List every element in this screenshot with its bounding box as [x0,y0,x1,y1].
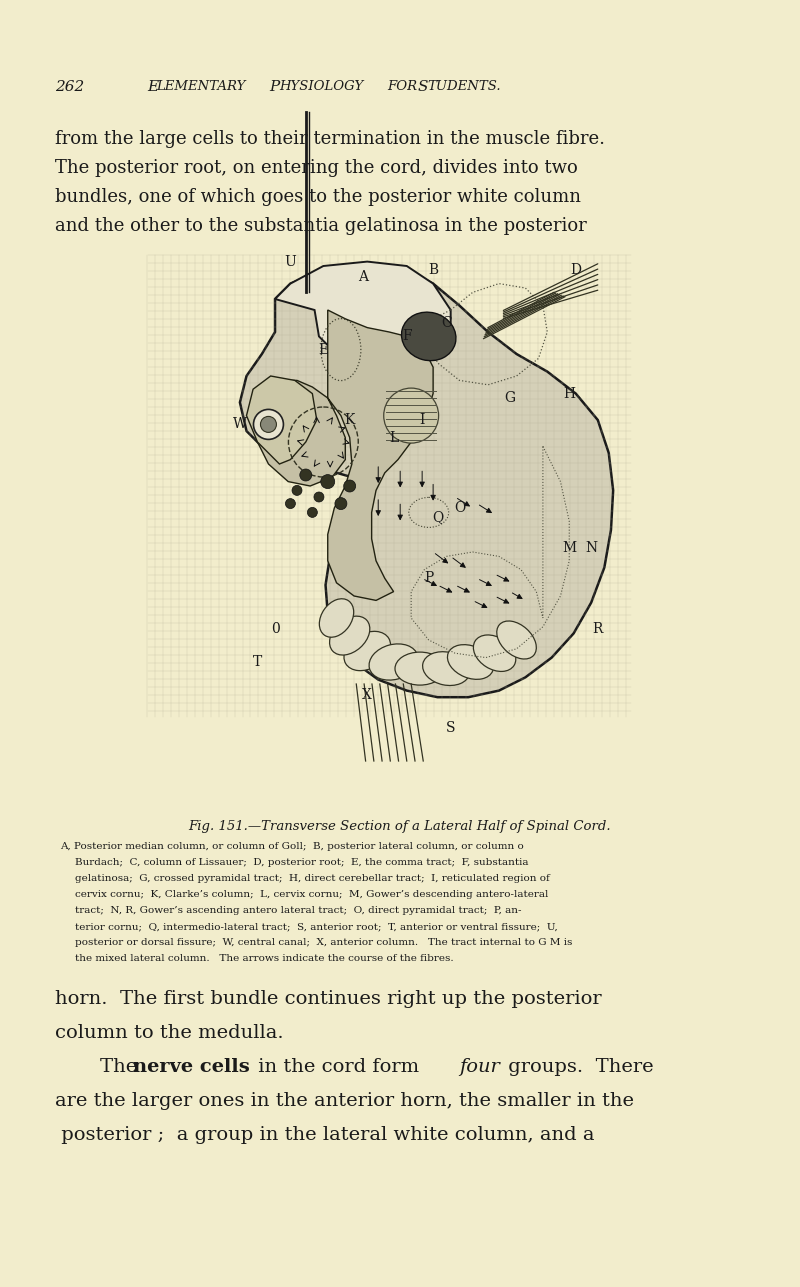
Text: A: A [358,270,368,284]
Circle shape [344,480,356,492]
Text: cervix cornu;  K, Clarke’s column;  L, cervix cornu;  M, Gower’s descending ante: cervix cornu; K, Clarke’s column; L, cer… [75,891,548,900]
Text: H: H [563,386,575,400]
Ellipse shape [369,644,418,680]
Polygon shape [258,310,433,601]
Text: from the large cells to their termination in the muscle fibre.: from the large cells to their terminatio… [55,130,605,148]
Text: gelatinosa;  G, crossed pyramidal tract;  H, direct cerebellar tract;  I, reticu: gelatinosa; G, crossed pyramidal tract; … [75,874,550,883]
Text: N: N [585,541,598,555]
Text: the mixed lateral column.   The arrows indicate the course of the fibres.: the mixed lateral column. The arrows ind… [75,954,454,963]
Text: tract;  N, R, Gower’s ascending antero lateral tract;  O, direct pyramidal tract: tract; N, R, Gower’s ascending antero la… [75,906,522,915]
Text: W: W [233,417,247,431]
Text: Burdach;  C, column of Lissauer;  D, posterior root;  E, the comma tract;  F, su: Burdach; C, column of Lissauer; D, poste… [75,858,528,867]
Text: S: S [417,80,428,94]
Text: E: E [318,342,329,356]
Text: F: F [402,329,411,344]
Text: posterior or dorsal fissure;  W, central canal;  X, anterior column.   The tract: posterior or dorsal fissure; W, central … [75,938,572,947]
Text: HYSIOLOGY: HYSIOLOGY [279,80,364,93]
Polygon shape [246,376,317,465]
Text: I: I [419,413,425,427]
Text: FOR: FOR [387,80,418,93]
Text: M: M [562,541,576,555]
Text: S: S [446,721,455,735]
Text: C: C [441,317,452,331]
Circle shape [300,468,312,481]
Text: P: P [270,80,280,94]
Text: L: L [389,431,398,444]
Text: are the larger ones in the anterior horn, the smaller in the: are the larger ones in the anterior horn… [55,1091,634,1109]
Text: four: four [459,1058,500,1076]
Circle shape [292,485,302,495]
Text: The posterior root, on entering the cord, divides into two: The posterior root, on entering the cord… [55,160,578,178]
Ellipse shape [330,616,370,655]
Text: in the cord form: in the cord form [253,1058,426,1076]
Text: LEMENTARY: LEMENTARY [157,80,246,93]
Text: posterior ;  a group in the lateral white column, and a: posterior ; a group in the lateral white… [55,1126,594,1144]
Polygon shape [275,261,450,372]
Text: E: E [148,80,159,94]
Circle shape [261,417,277,432]
Text: nerve cells: nerve cells [133,1058,250,1076]
Polygon shape [240,266,613,698]
Text: terior cornu;  Q, intermedio-lateral tract;  S, anterior root;  T, anterior or v: terior cornu; Q, intermedio-lateral trac… [75,921,558,931]
Text: B: B [428,264,438,278]
Text: horn.  The first bundle continues right up the posterior: horn. The first bundle continues right u… [55,990,602,1008]
Circle shape [307,507,318,517]
Circle shape [254,409,283,439]
Text: K: K [345,413,355,427]
Ellipse shape [447,645,494,680]
Circle shape [321,475,334,489]
Text: 0: 0 [270,622,279,636]
Text: The: The [100,1058,143,1076]
Ellipse shape [395,653,445,685]
Text: bundles, one of which goes to the posterior white column: bundles, one of which goes to the poster… [55,188,581,206]
Text: U: U [285,255,296,269]
Circle shape [286,498,295,508]
Ellipse shape [402,313,456,360]
Text: O: O [454,501,465,515]
Text: and the other to the substantia gelatinosa in the posterior: and the other to the substantia gelatino… [55,218,586,236]
Ellipse shape [344,632,390,671]
Circle shape [335,498,347,510]
Text: Q: Q [432,510,443,524]
Text: X: X [362,689,372,701]
Text: D: D [570,264,582,278]
Text: G: G [504,391,515,405]
Circle shape [314,492,324,502]
Text: Fig. 151.—Transverse Section of a Lateral Half of Spinal Cord.: Fig. 151.—Transverse Section of a Latera… [188,820,610,833]
Text: P: P [424,571,434,586]
Ellipse shape [319,598,354,637]
Text: T: T [253,655,262,669]
Text: 262: 262 [55,80,84,94]
Ellipse shape [422,651,470,686]
Ellipse shape [474,634,516,672]
Text: groups.  There: groups. There [502,1058,654,1076]
Text: column to the medulla.: column to the medulla. [55,1024,283,1042]
Text: R: R [593,622,603,636]
Ellipse shape [497,622,536,659]
Text: TUDENTS.: TUDENTS. [427,80,501,93]
Ellipse shape [384,389,438,443]
Text: A, Posterior median column, or column of Goll;  B, posterior lateral column, or : A, Posterior median column, or column of… [60,842,524,851]
